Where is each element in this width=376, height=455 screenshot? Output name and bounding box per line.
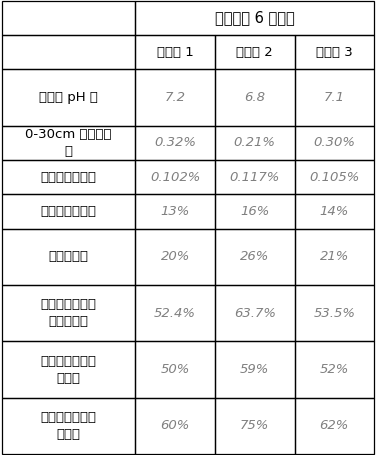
Bar [2, 194, 135, 229]
Text: 62%: 62% [320, 420, 349, 432]
Bar [135, 341, 215, 398]
Bar [135, 194, 215, 229]
Bar [2, 35, 135, 70]
Text: 土壤的 pH 值: 土壤的 pH 值 [39, 91, 98, 104]
Text: 13%: 13% [161, 205, 190, 218]
Bar [215, 285, 294, 341]
Bar [135, 35, 215, 70]
Text: 0.117%: 0.117% [230, 171, 280, 184]
Text: 实施例 3: 实施例 3 [316, 46, 353, 59]
Text: 52.4%: 52.4% [154, 307, 196, 320]
Bar [2, 285, 135, 341]
Bar [294, 160, 374, 194]
Text: 21%: 21% [320, 250, 349, 263]
Text: 土壤中水稳性团
粒结构提高: 土壤中水稳性团 粒结构提高 [41, 298, 97, 328]
Bar [135, 160, 215, 194]
Bar [294, 35, 374, 70]
Bar [215, 398, 294, 454]
Text: 50%: 50% [161, 363, 190, 376]
Text: 52%: 52% [320, 363, 349, 376]
Text: 0.30%: 0.30% [313, 136, 355, 150]
Bar [2, 341, 135, 398]
Text: 7.2: 7.2 [165, 91, 186, 104]
Text: 75%: 75% [240, 420, 270, 432]
Bar [135, 229, 215, 285]
Bar [135, 126, 215, 160]
Bar [294, 194, 374, 229]
Bar [2, 126, 135, 160]
Text: 16%: 16% [240, 205, 270, 218]
Text: 土壤的透气孔隙: 土壤的透气孔隙 [41, 205, 97, 218]
Bar [294, 341, 374, 398]
Text: 土壤持水量: 土壤持水量 [49, 250, 89, 263]
Text: 53.5%: 53.5% [313, 307, 355, 320]
Text: 0.32%: 0.32% [154, 136, 196, 150]
Text: 14%: 14% [320, 205, 349, 218]
Text: 7.1: 7.1 [324, 91, 345, 104]
Text: 59%: 59% [240, 363, 270, 376]
Bar [215, 194, 294, 229]
Bar [2, 70, 135, 126]
Text: 26%: 26% [240, 250, 270, 263]
Text: 土壤中有效钾含
量提高: 土壤中有效钾含 量提高 [41, 354, 97, 384]
Text: 0.102%: 0.102% [150, 171, 200, 184]
Text: 20%: 20% [161, 250, 190, 263]
Bar [135, 1, 374, 35]
Bar [2, 1, 135, 35]
Text: 土壤改良 6 个月后: 土壤改良 6 个月后 [215, 10, 295, 25]
Bar [215, 35, 294, 70]
Bar [294, 398, 374, 454]
Text: 6.8: 6.8 [244, 91, 265, 104]
Bar [294, 285, 374, 341]
Bar [215, 70, 294, 126]
Bar [135, 70, 215, 126]
Bar [135, 398, 215, 454]
Text: 0-30cm 土层含盐
量: 0-30cm 土层含盐 量 [25, 128, 112, 158]
Text: 63.7%: 63.7% [234, 307, 276, 320]
Text: 实施例 1: 实施例 1 [157, 46, 194, 59]
Bar [215, 160, 294, 194]
Bar [2, 229, 135, 285]
Bar [215, 229, 294, 285]
Bar [294, 229, 374, 285]
Bar [2, 160, 135, 194]
Bar [215, 341, 294, 398]
Text: 土壤中全氮含量: 土壤中全氮含量 [41, 171, 97, 184]
Text: 0.21%: 0.21% [234, 136, 276, 150]
Bar [2, 398, 135, 454]
Bar [135, 285, 215, 341]
Text: 0.105%: 0.105% [309, 171, 359, 184]
Bar [294, 70, 374, 126]
Text: 60%: 60% [161, 420, 190, 432]
Bar [294, 126, 374, 160]
Text: 实施例 2: 实施例 2 [237, 46, 273, 59]
Text: 土壤中有效磷含
量提高: 土壤中有效磷含 量提高 [41, 411, 97, 441]
Bar [215, 126, 294, 160]
